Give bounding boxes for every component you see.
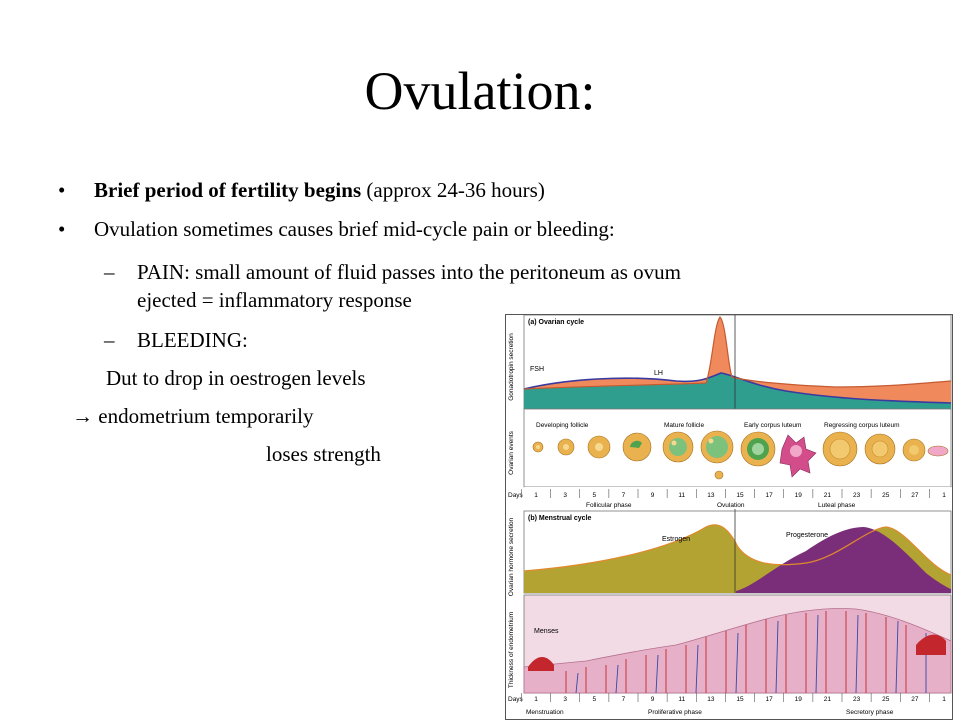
endometrium-layer	[523, 608, 952, 694]
panel-b-axis-label: Ovarian hormone secretion	[508, 517, 515, 596]
bullet-ovulation-pain: Ovulation sometimes causes brief mid-cyc…	[94, 217, 615, 241]
sub-bullet-pain-line1: PAIN: small amount of fluid passes into …	[137, 260, 682, 284]
ovulation-phase-label: Ovulation	[717, 502, 745, 509]
lh-label: LH	[654, 370, 663, 377]
developing-follicle-label: Developing follicle	[536, 422, 589, 429]
day-tick-label: 1	[942, 492, 946, 499]
day-tick-label: 25	[882, 696, 890, 703]
sub-bullet-marker: –	[104, 260, 115, 284]
day-tick-label: 13	[707, 492, 715, 499]
day-tick-label: 15	[736, 696, 744, 703]
day-tick-label: 5	[592, 696, 596, 703]
lh-area	[524, 317, 951, 403]
menses-label: Menses	[534, 628, 559, 635]
days-axis-a: 1 3 5 7 9 11 13 15 17 19 21 23 25 27 1	[521, 489, 946, 499]
regressing-corpus-luteum-label: Regressing corpus luteum	[824, 422, 900, 429]
day-tick-label: 19	[795, 492, 803, 499]
bullet-marker: •	[58, 178, 66, 202]
fsh-line	[523, 372, 952, 404]
day-tick-label: 7	[622, 492, 626, 499]
day-tick-label: 1	[534, 492, 538, 499]
bullet-fertility-bold: Brief period of fertility begins	[94, 178, 362, 202]
day-tick-label: 23	[853, 492, 861, 499]
day-tick-label: 9	[651, 492, 655, 499]
days-axis-b: 1 3 5 7 9 11 13 15 17 19 21 23 25 27 1	[521, 693, 946, 703]
day-tick-label: 19	[795, 696, 803, 703]
day-tick-label: 17	[766, 696, 774, 703]
panel-b-title: (b) Menstrual cycle	[528, 515, 592, 522]
day-tick-label: 11	[678, 492, 685, 499]
day-tick-label: 3	[563, 492, 567, 499]
day-tick-label: 21	[824, 696, 832, 703]
day-tick-label: 1	[534, 696, 538, 703]
day-tick-label: 27	[911, 696, 919, 703]
bullet-fertility: Brief period of fertility begins (approx…	[94, 177, 545, 203]
text-endometrium-label: endometrium temporarily	[98, 404, 314, 428]
day-tick-label: 21	[824, 492, 832, 499]
menstruation-phase-label: Menstruation	[526, 709, 564, 716]
proliferative-phase-label: Proliferative phase	[648, 709, 702, 716]
text-endometrium: → endometrium temporarily	[72, 403, 313, 429]
menstrual-cycle-figure: Gonadotropin secretion (a) Ovarian cycle…	[505, 314, 953, 720]
day-tick-label: 13	[707, 696, 715, 703]
endometrium-axis-label: Thickness of endometrium	[508, 612, 515, 688]
follicle-series	[532, 430, 949, 480]
estrogen-label: Estrogen	[662, 536, 690, 543]
day-tick-label: 9	[651, 696, 655, 703]
day-tick-label: 5	[592, 492, 596, 499]
lh-line	[523, 316, 952, 390]
panel-a-axis-label: Gonadotropin secretion	[508, 333, 515, 401]
arrow-icon: →	[72, 404, 93, 428]
days-label-a: Days	[508, 492, 524, 499]
early-corpus-luteum-label: Early corpus luteum	[744, 422, 801, 429]
day-tick-label: 27	[911, 492, 919, 499]
secretory-phase-label: Secretory phase	[846, 709, 894, 716]
days-label-b: Days	[508, 696, 524, 703]
day-tick-label: 7	[622, 696, 626, 703]
bullet-marker: •	[58, 217, 66, 241]
bullet-fertility-rest: (approx 24-36 hours)	[361, 178, 545, 202]
mature-follicle-label: Mature follicle	[664, 422, 704, 429]
day-tick-label: 15	[736, 492, 744, 499]
day-tick-label: 11	[678, 696, 685, 703]
day-tick-label: 3	[563, 696, 567, 703]
day-tick-label: 23	[853, 696, 861, 703]
day-tick-label: 25	[882, 492, 890, 499]
day-tick-label: 1	[942, 696, 946, 703]
sub-bullet-marker: –	[104, 328, 115, 352]
follicular-phase-label: Follicular phase	[586, 502, 632, 509]
progesterone-area	[736, 527, 951, 593]
text-loses-strength: loses strength	[266, 442, 381, 466]
luteal-phase-label: Luteal phase	[818, 502, 856, 509]
events-axis-label: Ovarian events	[508, 430, 515, 474]
slide-title: Ovulation:	[364, 61, 596, 121]
sub-bullet-pain-line2: ejected = inflammatory response	[137, 288, 412, 312]
panel-a-title: (a) Ovarian cycle	[528, 319, 584, 326]
progesterone-label: Progesterone	[786, 532, 828, 539]
sub-bullet-bleeding: BLEEDING:	[137, 328, 248, 352]
text-oestrogen-drop: Dut to drop in oestrogen levels	[106, 366, 366, 390]
day-tick-label: 17	[766, 492, 774, 499]
fsh-label: FSH	[530, 366, 544, 373]
estrogen-line	[523, 524, 952, 576]
